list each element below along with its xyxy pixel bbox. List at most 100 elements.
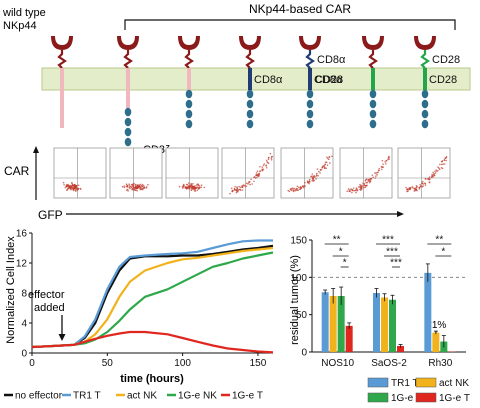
cd3z-itam-4-2 [306, 109, 314, 119]
flow-dot [192, 182, 194, 185]
tail-1 [126, 90, 130, 108]
flow-dot [369, 181, 371, 184]
flow-dot [426, 178, 429, 180]
flow-dot [368, 180, 371, 183]
flow-dot [387, 157, 390, 159]
transmembrane-2 [187, 68, 191, 90]
flow-dot [178, 185, 181, 188]
flow-dot [254, 177, 257, 179]
flow-dot [74, 188, 77, 190]
flow-dot [75, 186, 77, 189]
flow-dot [244, 185, 246, 187]
flow-dot [193, 186, 196, 189]
flow-dot [441, 160, 444, 162]
flow-dot [189, 185, 191, 187]
cd3z-itam-5-3 [369, 119, 377, 129]
impedance-series-4 [31, 330, 274, 354]
flow-dot [189, 187, 191, 189]
flow-dot [245, 185, 248, 188]
residual-legend-swatch-1 [415, 377, 437, 388]
flow-dot [315, 174, 318, 176]
flow-dot [293, 187, 296, 190]
flow-dot [234, 189, 236, 191]
transmembrane-5 [371, 68, 375, 90]
flow-dot [267, 158, 270, 161]
flow-dot [380, 166, 383, 168]
residual-bar-1-0 [373, 293, 380, 352]
flow-dot [62, 181, 65, 184]
flow-dot [185, 183, 188, 186]
flow-dot [142, 184, 145, 187]
flow-dot [299, 186, 302, 189]
flow-dot [145, 187, 148, 189]
residual-legend-swatch-0 [367, 377, 389, 388]
flow-dot [80, 188, 82, 190]
flow-dot [324, 167, 326, 169]
flow-dot [136, 190, 138, 192]
flow-dot [376, 171, 379, 174]
residual-bar-0-3 [345, 325, 353, 352]
flow-dot [317, 174, 319, 177]
cd3z-itam-2-0 [185, 89, 193, 99]
flow-plot-3 [221, 147, 275, 199]
residual-sig-label-1-2: *** [390, 258, 402, 269]
flow-dot [242, 184, 244, 187]
residual-legend-swatch-2 [367, 392, 389, 403]
flow-dot [237, 189, 240, 191]
flow-dot [200, 186, 203, 189]
flow-dot [259, 166, 261, 168]
flow-dot [190, 189, 193, 191]
flow-dot [308, 182, 310, 185]
residual-sig-label-2-1: * [441, 247, 445, 258]
flow-dot [376, 173, 378, 176]
flow-dot [432, 171, 434, 174]
flow-dot [141, 188, 144, 191]
flow-dot [270, 159, 273, 161]
flow-dot [420, 185, 422, 187]
flow-dot [365, 179, 367, 181]
flow-y-arrowhead [33, 146, 39, 153]
stalk-5 [368, 50, 378, 69]
flow-dot [265, 159, 268, 162]
flow-dot [432, 175, 435, 178]
flow-dot [269, 152, 272, 155]
flow-dot [134, 189, 136, 192]
residual-category-label-2: Rh30 [428, 358, 452, 369]
residual-bar-1-1 [381, 297, 388, 352]
flow-dot [315, 178, 317, 180]
flow-dot [424, 184, 427, 186]
flow-dot [197, 184, 200, 186]
flow-dot [362, 182, 364, 184]
flow-dot [265, 165, 268, 167]
flow-dot [415, 188, 417, 191]
residual-y-tick-label: 150 [290, 236, 307, 247]
flow-dot [250, 178, 252, 181]
flow-dot [196, 183, 198, 186]
flow-dot [192, 187, 194, 190]
impedance-legend-label-4: 1G-e T [232, 391, 263, 402]
residual-legend-label-3: 1G-e T [439, 393, 470, 404]
flow-dot [310, 175, 312, 178]
flow-dot [287, 189, 290, 192]
impedance-x-tick-label: 100 [174, 358, 191, 369]
stalk-0 [57, 50, 67, 69]
flow-dot [381, 159, 384, 162]
flow-dot [421, 185, 424, 188]
impedance-y-tick-label: 16 [16, 229, 28, 240]
flow-dot [182, 186, 185, 188]
residual-legend-label-0: TR1 T [391, 378, 419, 389]
flow-dot [288, 190, 291, 193]
flow-dot [385, 163, 387, 165]
flow-dot [297, 189, 300, 191]
flow-dot [191, 186, 194, 188]
flow-dot [133, 182, 135, 185]
flow-dot [405, 186, 407, 189]
flow-dot [325, 167, 327, 169]
flow-dot [422, 180, 424, 183]
flow-dot [328, 158, 330, 161]
car-group-bracket [124, 19, 456, 30]
flow-dot [128, 186, 130, 189]
flow-dot [132, 187, 134, 190]
flow-dot [123, 186, 126, 189]
